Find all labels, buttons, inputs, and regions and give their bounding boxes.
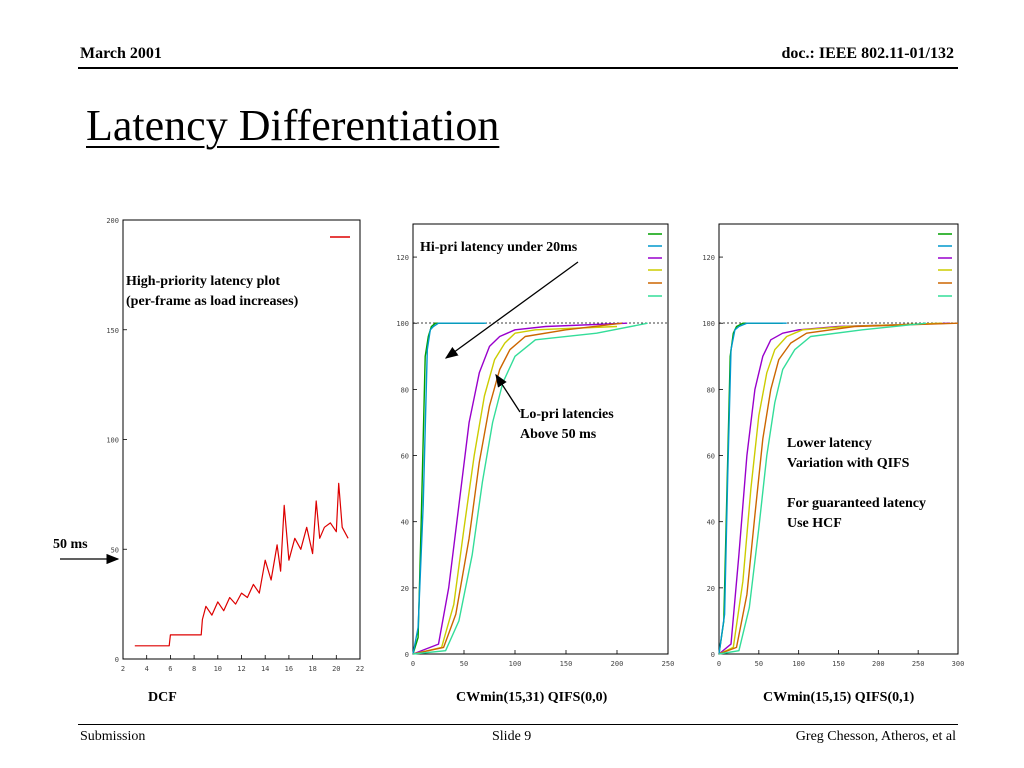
chart-dcf-frame <box>122 219 361 660</box>
c1-series-1 <box>134 482 349 647</box>
c3-y-tick-label-6: 120 <box>702 254 715 262</box>
c1-x-tick-label-7: 16 <box>285 665 293 673</box>
annotation-spacer <box>787 474 926 494</box>
caption-dcf: DCF <box>148 690 177 705</box>
c2-series-2 <box>412 322 487 655</box>
annotation-lo-pri-line1: Lo-pri latencies <box>520 407 614 422</box>
c3-series-4 <box>718 322 943 655</box>
c3-x-tick-label-2: 100 <box>792 660 805 668</box>
label-50ms: 50 ms <box>53 537 88 552</box>
c3-x-tick-label-4: 200 <box>872 660 885 668</box>
c3-y-tick-label-3: 60 <box>707 453 715 461</box>
c3-series-5 <box>718 322 959 655</box>
c2-series-3 <box>412 322 628 655</box>
chart-cw15-marks: 0 50 100 150 200 250 300 0 20 40 60 80 100 120 <box>702 254 964 668</box>
c1-x-tick-label-2: 6 <box>168 665 172 673</box>
c3-x-tick-label-6: 300 <box>952 660 965 668</box>
footer-divider <box>78 724 958 725</box>
caption-cwmin-15-15: CWmin(15,15) QIFS(0,1) <box>763 690 915 705</box>
c1-y-tick-label-3: 150 <box>106 327 119 335</box>
c2-y-tick-label-0: 0 <box>405 651 409 659</box>
annotation-lo-pri: Lo-pri latencies Above 50 ms <box>520 405 614 445</box>
c3-y-tick-label-1: 20 <box>707 585 715 593</box>
c1-x-tick-label-4: 10 <box>214 665 222 673</box>
arrow-lo-pri <box>495 373 521 413</box>
c3-x-tick-label-5: 250 <box>912 660 925 668</box>
c2-x-tick-label-3: 150 <box>560 660 573 668</box>
caption-cwmin-15-31: CWmin(15,31) QIFS(0,0) <box>456 690 608 705</box>
header-divider <box>78 67 958 69</box>
annotation-hcf-line1: For guaranteed latency <box>787 496 926 511</box>
chart-cw15: 0 50 100 150 200 250 300 0 20 40 60 80 100 120 <box>702 223 964 668</box>
c1-y-tick-label-0: 0 <box>115 656 119 664</box>
annotation-qifs-line2: Variation with QIFS <box>787 456 910 471</box>
annotation-hi-pri: Hi-pri latency under 20ms <box>420 240 578 255</box>
c2-y-tick-label-5: 100 <box>396 320 409 328</box>
c2-series-6 <box>412 322 648 655</box>
chart-cw31-frame <box>412 223 669 655</box>
c1-x-tick-label-5: 12 <box>237 665 245 673</box>
header-doc-number: doc.: IEEE 802.11-01/132 <box>781 45 954 62</box>
annotation-high-priority-line1: High-priority latency plot <box>126 274 280 289</box>
chart-cw31-marks: 0 50 100 150 200 250 0 20 40 60 80 100 120 <box>396 254 674 668</box>
c1-x-tick-label-0: 2 <box>121 665 125 673</box>
c3-series-2 <box>718 322 787 655</box>
chart-cw15-frame <box>718 223 959 655</box>
chart-cw31: 0 50 100 150 200 250 0 20 40 60 80 100 120 <box>396 223 674 668</box>
c2-x-tick-label-0: 0 <box>411 660 415 668</box>
c3-x-tick-label-3: 150 <box>832 660 845 668</box>
c1-x-tick-label-3: 8 <box>192 665 196 673</box>
c3-y-tick-label-5: 100 <box>702 320 715 328</box>
c2-series-5 <box>412 322 623 655</box>
c2-y-tick-label-4: 80 <box>401 386 409 394</box>
c2-x-tick-label-2: 100 <box>509 660 522 668</box>
slide-title: Latency Differentiation <box>86 101 500 150</box>
c1-y-tick-label-2: 100 <box>106 437 119 445</box>
c1-x-tick-label-1: 4 <box>145 665 149 673</box>
c2-x-tick-label-5: 250 <box>662 660 675 668</box>
header-date: March 2001 <box>80 45 162 62</box>
annotation-hcf-line2: Use HCF <box>787 516 842 531</box>
chart-cw15-legend <box>938 233 952 297</box>
c2-x-tick-label-1: 50 <box>460 660 468 668</box>
c2-y-tick-label-1: 20 <box>401 585 409 593</box>
c2-series-4 <box>412 325 618 655</box>
c1-x-tick-label-10: 22 <box>356 665 364 673</box>
c1-y-tick-label-1: 50 <box>111 546 119 554</box>
c3-series-6 <box>718 322 927 655</box>
c2-y-tick-label-3: 60 <box>401 453 409 461</box>
c2-x-tick-label-4: 200 <box>611 660 624 668</box>
annotation-high-priority: High-priority latency plot (per-frame as… <box>126 272 298 312</box>
c3-x-tick-label-1: 50 <box>755 660 763 668</box>
c3-y-tick-label-4: 80 <box>707 386 715 394</box>
c1-y-tick-label-4: 200 <box>106 217 119 225</box>
c1-x-tick-label-6: 14 <box>261 665 269 673</box>
chart-dcf-marks: 2 4 6 8 10 12 14 16 18 20 22 0 50 100 150 200 <box>106 217 364 673</box>
annotation-high-priority-line2: (per-frame as load increases) <box>126 294 299 309</box>
chart-cw31-legend <box>648 233 662 297</box>
footer-slide-number: Slide 9 <box>492 729 532 744</box>
c1-x-tick-label-9: 20 <box>332 665 340 673</box>
annotation-qifs: Lower latency Variation with QIFS For gu… <box>787 434 926 534</box>
c2-y-tick-label-2: 40 <box>401 519 409 527</box>
c3-y-tick-label-2: 40 <box>707 519 715 527</box>
c1-x-tick-label-8: 18 <box>308 665 316 673</box>
footer-author: Greg Chesson, Atheros, et al <box>795 729 956 744</box>
c3-x-tick-label-0: 0 <box>717 660 721 668</box>
chart-dcf: 2 4 6 8 10 12 14 16 18 20 22 0 50 100 150 200 <box>106 217 364 673</box>
annotation-qifs-line1: Lower latency <box>787 436 872 451</box>
annotation-lo-pri-line2: Above 50 ms <box>520 427 597 442</box>
arrow-hi-pri <box>444 261 579 359</box>
c2-y-tick-label-6: 120 <box>396 254 409 262</box>
c3-y-tick-label-0: 0 <box>711 651 715 659</box>
footer-submission: Submission <box>80 729 146 744</box>
